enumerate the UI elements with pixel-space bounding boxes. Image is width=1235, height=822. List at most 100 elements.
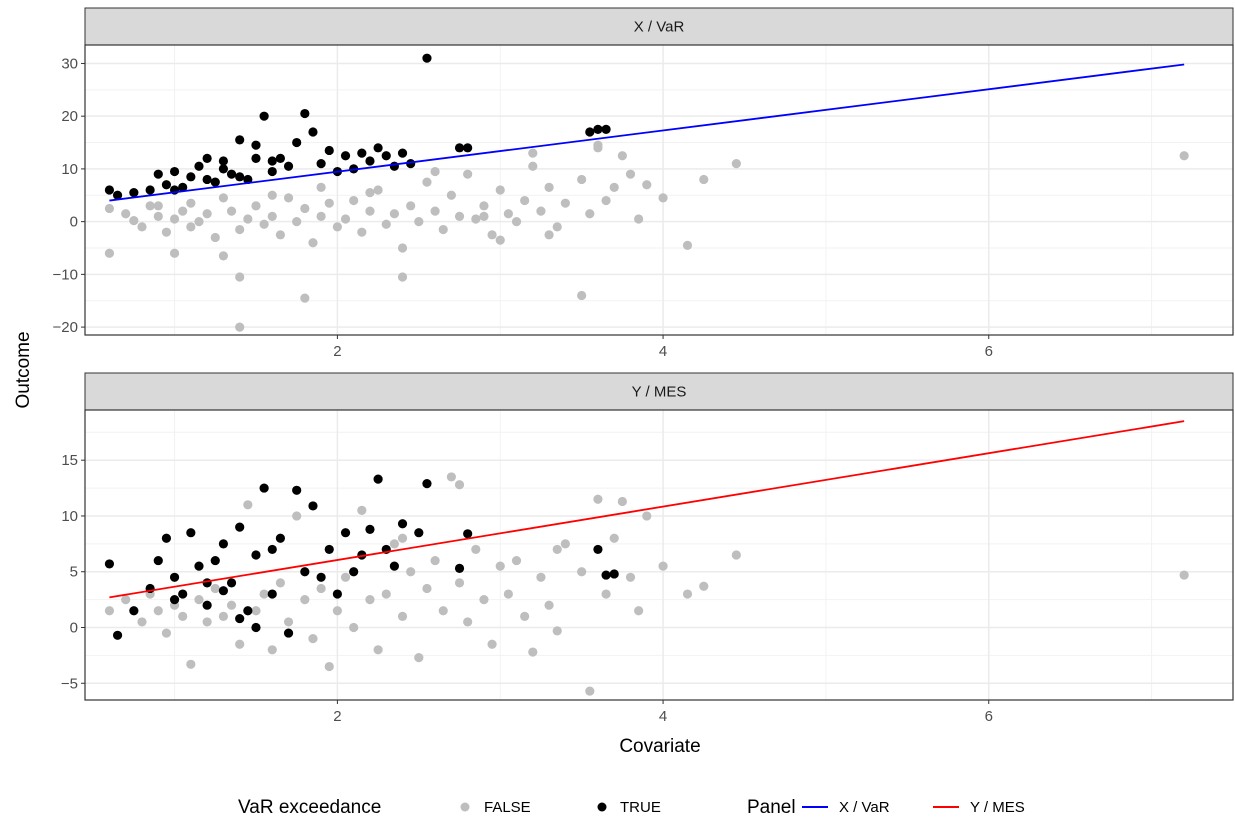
data-point-false (520, 611, 530, 621)
data-point-false (243, 214, 253, 224)
data-point-true (267, 166, 277, 177)
data-point-false (536, 206, 546, 216)
data-point-false (397, 533, 408, 543)
data-point-false (471, 544, 481, 555)
data-point-true (397, 519, 408, 529)
data-point-true (357, 148, 367, 158)
data-point-true (104, 559, 115, 569)
data-point-true (283, 628, 294, 638)
data-point-false (528, 148, 538, 158)
legend-false-label: FALSE (484, 799, 531, 816)
data-point-true (218, 156, 229, 166)
data-point-true (251, 140, 261, 150)
y-tick-label: 30 (61, 55, 78, 72)
data-point-true (169, 595, 180, 605)
data-point-false (389, 209, 399, 219)
panel-strip-title: X / VaR (634, 19, 685, 36)
data-point-false (544, 182, 554, 192)
data-point-false (552, 626, 562, 636)
data-point-false (235, 639, 245, 649)
y-tick-label: 0 (70, 214, 78, 231)
data-point-false (634, 606, 644, 616)
data-point-true (397, 148, 408, 158)
legend-line-title: Panel (747, 797, 796, 818)
data-point-false (577, 567, 587, 577)
data-point-false (210, 232, 220, 243)
data-point-true (324, 544, 334, 555)
data-point-true (373, 143, 383, 153)
data-point-true (308, 501, 318, 511)
data-point-false (731, 159, 741, 169)
data-point-false (609, 182, 619, 192)
data-point-false (552, 222, 562, 232)
data-point-false (226, 206, 237, 216)
y-tick-label: −10 (53, 266, 78, 283)
data-point-false (699, 174, 709, 185)
data-point-false (511, 555, 522, 566)
plot-background (85, 45, 1233, 335)
data-point-false (495, 561, 505, 571)
data-point-false (292, 511, 302, 521)
data-point-false (471, 214, 481, 224)
data-point-true (601, 124, 611, 134)
data-point-false (463, 169, 473, 179)
data-point-true (283, 161, 294, 171)
data-point-false (161, 227, 172, 237)
data-point-false (593, 140, 603, 150)
data-point-true (340, 151, 351, 161)
data-point-false (194, 217, 204, 227)
data-point-true (243, 606, 253, 616)
data-point-false (365, 595, 375, 605)
data-point-false (479, 201, 489, 211)
data-point-false (503, 589, 513, 599)
data-point-true (381, 151, 391, 161)
y-tick-label: 15 (61, 452, 78, 469)
data-point-false (609, 533, 619, 543)
y-tick-label: 10 (61, 161, 78, 178)
data-point-false (267, 190, 277, 200)
data-point-true (169, 166, 180, 177)
data-point-false (625, 572, 636, 582)
legend-true-label: TRUE (620, 799, 661, 816)
data-point-true (218, 539, 229, 549)
data-point-true (202, 578, 212, 588)
panel-2: Y / MES −5 0 5 10 15 2 4 6 (61, 372, 1234, 725)
data-point-true (235, 172, 245, 182)
data-point-false (1179, 151, 1189, 161)
panel-strip-title: Y / MES (632, 384, 687, 401)
data-point-false (121, 595, 131, 605)
data-point-true (226, 169, 237, 179)
data-point-true (161, 180, 172, 190)
data-point-false (186, 659, 196, 669)
legend: VaR exceedance FALSE TRUE Panel X / VaR … (238, 797, 1025, 818)
data-point-false (186, 198, 196, 208)
legend-color-title: VaR exceedance (238, 797, 381, 818)
data-point-false (414, 653, 424, 663)
data-point-false (495, 185, 505, 195)
data-point-false (463, 617, 473, 627)
data-point-false (585, 686, 595, 696)
legend-ymes-label: Y / MES (970, 799, 1025, 816)
data-point-false (397, 272, 408, 282)
data-point-true (194, 561, 204, 571)
y-tick-label: 20 (61, 108, 78, 125)
data-point-true (202, 174, 212, 185)
data-point-true (178, 182, 188, 192)
y-tick-label: 5 (70, 564, 78, 581)
data-point-true (235, 135, 245, 145)
data-point-false (601, 589, 611, 599)
data-point-true (112, 630, 123, 640)
data-point-false (438, 224, 448, 235)
data-point-true (226, 578, 237, 588)
data-point-false (340, 572, 351, 582)
data-point-false (495, 235, 505, 245)
data-point-true (267, 544, 277, 555)
data-point-false (430, 206, 440, 216)
data-point-false (202, 209, 212, 219)
data-point-true (202, 600, 212, 610)
data-point-true (186, 528, 196, 538)
y-tick-label: −20 (53, 319, 78, 336)
data-point-false (528, 647, 538, 657)
data-point-true (194, 161, 204, 171)
